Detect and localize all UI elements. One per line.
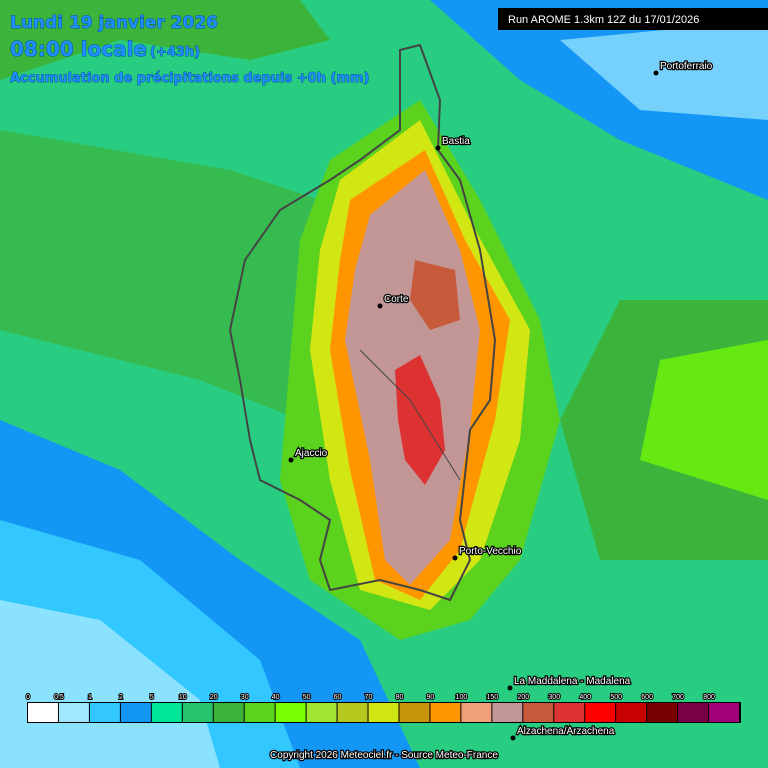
legend-swatch	[182, 703, 213, 722]
legend-label: 100	[456, 694, 468, 701]
legend-label: 150	[487, 694, 499, 701]
legend-swatch	[554, 703, 585, 722]
city-label: Portoferraio	[660, 61, 713, 72]
legend-swatch	[492, 703, 523, 722]
legend-label: 0.5	[54, 694, 64, 701]
legend-label: 0	[26, 694, 30, 701]
legend-label: 10	[179, 694, 187, 701]
legend-label: 80	[396, 694, 404, 701]
legend-label: 500	[610, 694, 622, 701]
corsica-outline	[228, 43, 497, 602]
city-label: Corte	[384, 294, 409, 305]
city-dot	[507, 685, 513, 691]
legend-label: 40	[272, 694, 280, 701]
city-dot	[377, 303, 383, 309]
legend-label: 400	[579, 694, 591, 701]
legend-swatch	[244, 703, 275, 722]
legend-label: 60	[334, 694, 342, 701]
city-label: Porto-Vecchio	[459, 546, 522, 557]
run-box	[498, 8, 768, 30]
legend-swatch	[306, 703, 337, 722]
legend-label: 200	[517, 694, 529, 701]
city-label: Alzachena/Arzachena	[517, 726, 615, 737]
time: 08:00 locale	[10, 37, 147, 61]
run-info: Run AROME 1.3km 12Z du 17/01/2026	[508, 14, 699, 26]
legend-swatch	[368, 703, 399, 722]
legend-swatch	[616, 703, 647, 722]
legend-swatch	[58, 703, 89, 722]
legend-label: 2	[119, 694, 123, 701]
city-label: La Maddalena - Madalena	[514, 676, 631, 687]
legend-swatch	[461, 703, 492, 722]
legend-swatch	[678, 703, 709, 722]
legend-label: 700	[672, 694, 684, 701]
legend-swatch	[709, 703, 739, 722]
legend-swatch	[275, 703, 306, 722]
legend-swatch	[585, 703, 616, 722]
legend-swatch	[337, 703, 368, 722]
legend-swatch	[151, 703, 182, 722]
legend-swatch	[28, 703, 58, 722]
city-label: Bastia	[442, 136, 470, 147]
date: Lundi 19 janvier 2026	[10, 13, 218, 33]
legend-swatch	[430, 703, 461, 722]
legend-label: 20	[210, 694, 218, 701]
city-dot	[452, 555, 458, 561]
legend-swatch	[523, 703, 554, 722]
city-dot	[435, 145, 441, 151]
legend-label: 1	[88, 694, 92, 701]
legend-label: 70	[365, 694, 373, 701]
city-dot	[653, 70, 659, 76]
legend-label: 5	[150, 694, 154, 701]
legend-swatch	[120, 703, 151, 722]
legend-label: 50	[303, 694, 311, 701]
city-dot	[510, 735, 516, 741]
legend-label: 600	[641, 694, 653, 701]
legend-label: 30	[241, 694, 249, 701]
legend-swatch	[399, 703, 430, 722]
legend-label: 300	[548, 694, 560, 701]
offset: (+43h)	[150, 45, 200, 60]
legend-swatch	[647, 703, 678, 722]
city-label: Ajaccio	[295, 448, 328, 459]
city-dot	[288, 457, 294, 463]
copyright: Copyright 2026 Meteociel.fr - Source Met…	[270, 750, 498, 761]
legend-label: 800	[703, 694, 715, 701]
legend-swatch	[89, 703, 120, 722]
subtitle: Accumulation de précipitations depuis +0…	[10, 71, 369, 86]
legend-swatch	[213, 703, 244, 722]
legend-label: 90	[427, 694, 435, 701]
department-border	[359, 349, 461, 481]
